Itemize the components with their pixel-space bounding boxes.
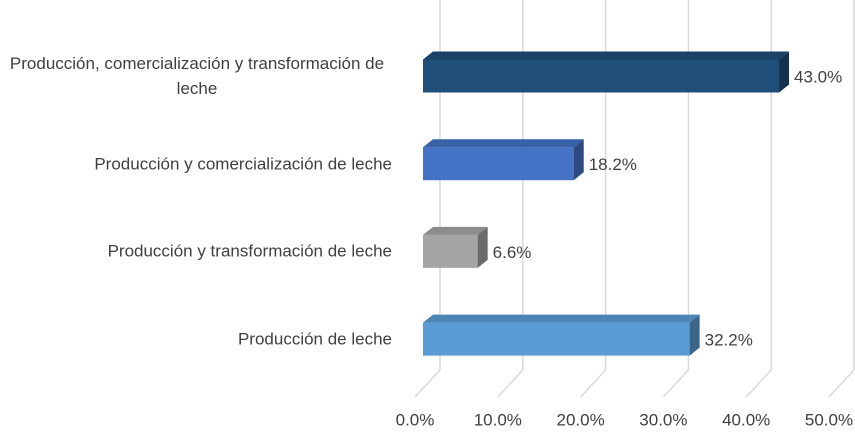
bar-end-shade: [477, 226, 488, 268]
floor-grid-line: [497, 369, 524, 398]
bar: [423, 147, 574, 181]
bar-top: [423, 51, 790, 60]
bar-end: [779, 51, 790, 93]
bar-end-shade: [689, 314, 700, 356]
bar-end-shade: [573, 139, 584, 181]
bar: [423, 59, 780, 93]
value-label: 43.0%: [794, 67, 842, 86]
bar-top-shade: [423, 226, 488, 235]
floor-grid-line: [745, 369, 772, 398]
x-tick-label: 30.0%: [639, 410, 687, 429]
floor-grid-line: [580, 369, 607, 398]
x-tick-label: 10.0%: [474, 410, 522, 429]
bar-end: [477, 226, 488, 268]
floor-grid-line: [662, 369, 689, 398]
bar-top: [423, 226, 488, 235]
value-label: 6.6%: [493, 243, 532, 262]
floor-grid-line: [414, 369, 441, 398]
bar: [423, 234, 478, 268]
floor-grid-line: [828, 369, 855, 398]
y-tick-label: Producción, comercialización y transform…: [9, 54, 385, 98]
value-label: 32.2%: [705, 331, 753, 350]
value-label: 18.2%: [589, 155, 637, 174]
category-label-box: Producción, comercialización y transform…: [2, 51, 392, 101]
x-tick-label: 40.0%: [722, 410, 770, 429]
bar-end: [573, 139, 584, 181]
y-tick-label: Producción y transformación de leche: [107, 241, 392, 261]
bar-end-shade: [779, 51, 790, 93]
bar-top-shade: [423, 314, 700, 323]
bar-top: [423, 314, 700, 323]
y-tick-label: Producción y comercialización de leche: [94, 154, 392, 174]
bar-top: [423, 139, 584, 148]
bar-top-shade: [423, 51, 790, 60]
category-label-box: Producción y comercialización de leche: [2, 151, 392, 176]
bar-top-shade: [423, 139, 584, 148]
category-label-box: Producción de leche: [2, 327, 392, 352]
y-tick-label: Producción de leche: [237, 329, 392, 349]
bar-end: [689, 314, 700, 356]
category-label-box: Producción y transformación de leche: [2, 239, 392, 264]
bar: [423, 322, 690, 356]
x-tick-label: 0.0%: [396, 410, 435, 429]
x-tick-label: 50.0%: [805, 410, 853, 429]
x-tick-label: 20.0%: [556, 410, 604, 429]
